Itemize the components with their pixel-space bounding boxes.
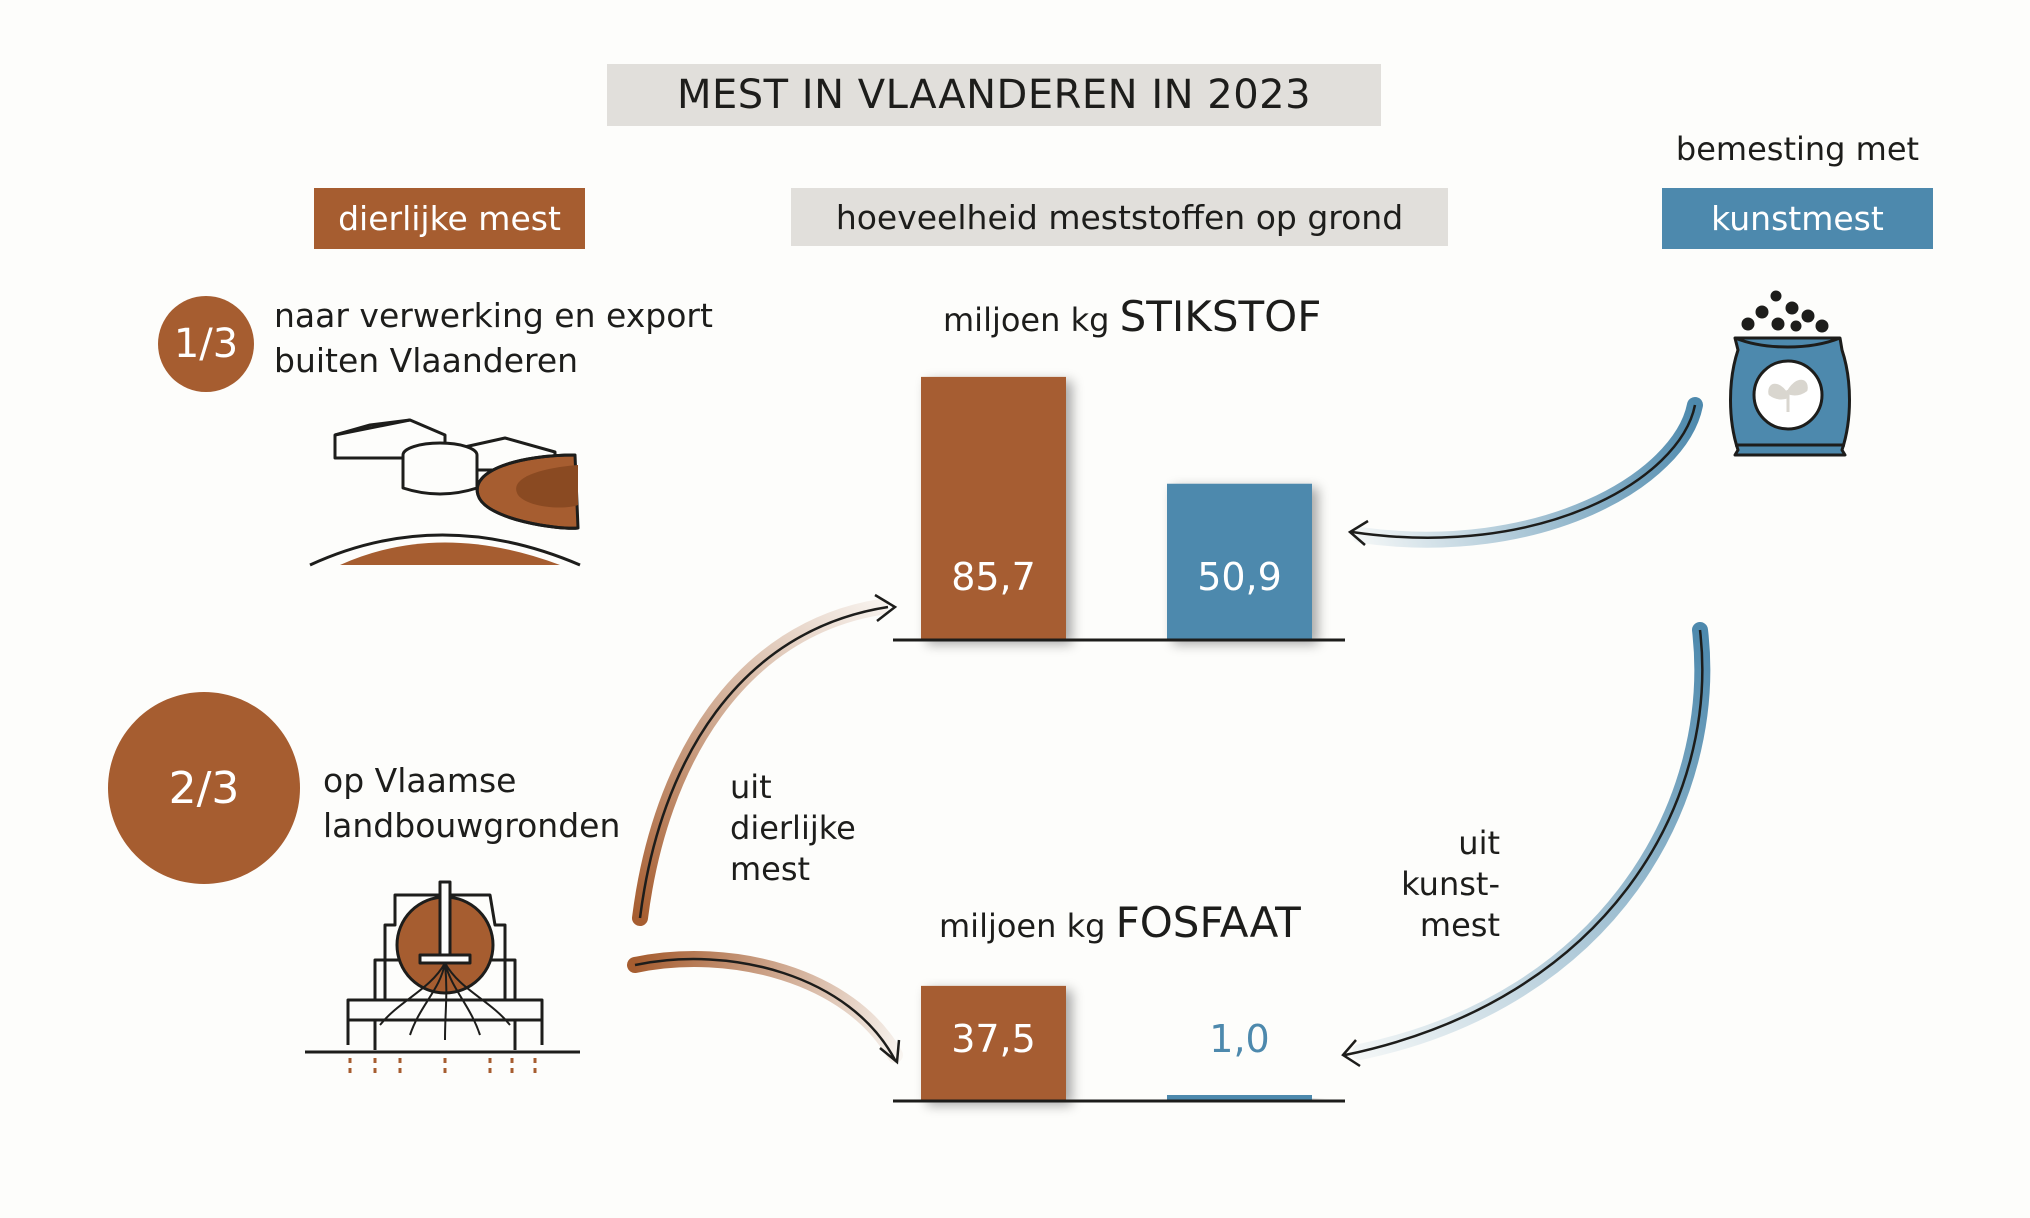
phosphate-bar-chart: 37,5 1,0 xyxy=(893,985,1345,1103)
from-mineral-line-3: mest xyxy=(1419,906,1500,944)
phosphate-value-label-mineral-fertilizer: 1,0 xyxy=(1209,1017,1269,1061)
land-share-badge: 2/3 xyxy=(108,692,300,884)
from-animal-line-3: mest xyxy=(730,850,811,888)
from-animal-manure-label: uit dierlijke mest xyxy=(730,767,856,890)
slurry-tanker-icon xyxy=(305,880,580,1078)
phosphate-chart-title: miljoen kg FOSFAAT xyxy=(939,898,1301,947)
from-mineral-line-1: uit xyxy=(1458,824,1500,862)
export-share-line-2: buiten Vlaanderen xyxy=(274,341,579,380)
animal-to-nitrogen-arrow xyxy=(632,593,898,926)
land-share-description: op Vlaamse landbouwgronden xyxy=(323,758,620,848)
nitrogen-unit: miljoen kg xyxy=(943,301,1110,339)
nitrogen-bar-chart: 85,7 50,9 xyxy=(893,376,1345,642)
export-share-badge: 1/3 xyxy=(158,296,254,392)
fertilizer-bag-icon xyxy=(1729,290,1851,457)
nitrogen-value-label-mineral-fertilizer: 50,9 xyxy=(1197,555,1282,599)
mineral-fertilizer-header: kunstmest xyxy=(1662,188,1933,249)
land-share-line-1: op Vlaamse xyxy=(323,761,517,800)
phosphate-unit: miljoen kg xyxy=(939,907,1106,945)
phosphate-bar-mineral-fertilizer xyxy=(1167,1095,1312,1101)
from-mineral-fertilizer-label: uit kunst- mest xyxy=(1380,823,1500,946)
mineral-to-nitrogen-arrow xyxy=(1347,397,1703,548)
export-share-description: naar verwerking en export buiten Vlaande… xyxy=(274,293,713,383)
from-mineral-line-2: kunst- xyxy=(1401,865,1500,903)
mineral-to-phosphate-arrow xyxy=(1341,622,1711,1068)
nitrogen-value-label-animal-manure: 85,7 xyxy=(951,555,1036,599)
nitrogen-bar-mineral-fertilizer xyxy=(1167,483,1312,640)
from-animal-line-1: uit xyxy=(730,768,772,806)
phosphate-value-label-animal-manure: 37,5 xyxy=(951,1017,1036,1061)
animal-manure-header: dierlijke mest xyxy=(314,188,585,249)
from-animal-line-2: dierlijke xyxy=(730,809,856,847)
nitrogen-nutrient: STIKSTOF xyxy=(1119,292,1322,341)
phosphate-nutrient: FOSFAAT xyxy=(1115,898,1301,947)
fertilization-with-label: bemesting met xyxy=(1675,130,1920,168)
nitrogen-chart-title: miljoen kg STIKSTOF xyxy=(943,292,1321,341)
phosphate-bar-animal-manure xyxy=(921,985,1066,1101)
land-share-line-2: landbouwgronden xyxy=(323,806,621,845)
manure-processing-plant-icon xyxy=(309,418,581,567)
nutrient-amount-header: hoeveelheid meststoffen op grond xyxy=(791,188,1448,246)
nitrogen-bar-animal-manure xyxy=(921,376,1066,640)
animal-to-phosphate-arrow xyxy=(627,951,903,1065)
export-share-line-1: naar verwerking en export xyxy=(274,296,713,335)
page-title: MEST IN VLAANDEREN IN 2023 xyxy=(607,64,1381,126)
